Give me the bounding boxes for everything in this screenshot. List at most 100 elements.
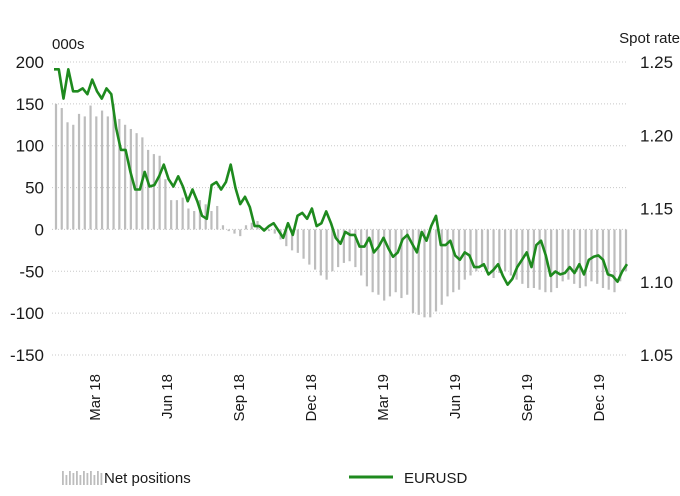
net-position-bar bbox=[319, 229, 322, 276]
legend-net-positions-label: Net positions bbox=[104, 470, 191, 487]
net-position-bar bbox=[492, 229, 495, 278]
net-position-bar bbox=[164, 179, 167, 230]
net-position-bar bbox=[452, 229, 455, 293]
net-position-bar bbox=[469, 229, 472, 276]
legend-swatch-bar bbox=[83, 471, 85, 485]
right-axis-ticks: 1.25 1.20 1.15 1.10 1.05 bbox=[640, 53, 673, 365]
legend-swatch-bar bbox=[90, 471, 92, 485]
legend-swatch-bar bbox=[79, 475, 82, 485]
net-position-bar bbox=[360, 229, 363, 276]
x-tick-label: Jun 19 bbox=[447, 374, 464, 419]
net-position-bar bbox=[434, 229, 438, 312]
net-position-bar bbox=[118, 118, 121, 230]
net-position-bar bbox=[89, 105, 92, 230]
net-position-bar bbox=[175, 200, 179, 230]
net-position-bar bbox=[296, 229, 299, 253]
net-position-bar bbox=[181, 197, 184, 230]
net-position-bar bbox=[354, 229, 357, 268]
net-position-bar bbox=[129, 128, 132, 230]
eurusd-line-layer bbox=[54, 68, 629, 286]
left-tick-label: -50 bbox=[19, 262, 44, 281]
legend-swatch-bar bbox=[69, 471, 71, 485]
x-tick-label: Mar 19 bbox=[375, 374, 392, 421]
net-position-bar bbox=[503, 229, 507, 272]
left-axis-ticks: 200 150 100 50 0 -50 -100 -150 bbox=[10, 53, 44, 365]
legend-net-positions-swatch bbox=[62, 471, 103, 485]
right-tick-label: 1.05 bbox=[640, 346, 673, 365]
right-tick-label: 1.20 bbox=[640, 126, 673, 145]
net-position-bar bbox=[106, 116, 109, 230]
net-position-bar bbox=[480, 229, 484, 268]
net-position-bar bbox=[66, 122, 69, 230]
net-position-bar bbox=[538, 229, 541, 290]
net-position-bar bbox=[394, 229, 397, 293]
net-position-bar bbox=[227, 229, 230, 232]
net-position-bar bbox=[509, 229, 512, 276]
net-position-bar bbox=[95, 116, 98, 230]
net-position-bar bbox=[325, 229, 328, 280]
net-position-bar bbox=[60, 108, 63, 230]
legend-swatch-bar bbox=[93, 475, 96, 485]
net-position-bar bbox=[239, 229, 242, 237]
gridlines bbox=[52, 61, 628, 356]
right-tick-label: 1.25 bbox=[640, 53, 673, 72]
net-position-bar bbox=[77, 113, 81, 230]
legend-swatch-bar bbox=[76, 471, 78, 485]
net-position-bar bbox=[290, 229, 294, 251]
net-position-bar bbox=[152, 154, 155, 230]
net-position-bar bbox=[371, 229, 374, 293]
net-position-bar bbox=[567, 229, 570, 280]
net-position-bar bbox=[147, 149, 150, 230]
left-tick-label: 100 bbox=[16, 137, 44, 156]
legend-swatch-bar bbox=[65, 475, 68, 485]
left-tick-label: 50 bbox=[25, 179, 44, 198]
net-position-bar bbox=[400, 229, 403, 299]
net-position-bar bbox=[198, 200, 202, 230]
net-position-bar bbox=[158, 155, 161, 230]
legend-swatch-bar bbox=[97, 471, 99, 485]
net-position-bar bbox=[406, 229, 409, 295]
net-position-bar bbox=[573, 229, 576, 284]
legend: Net positions EURUSD bbox=[62, 470, 468, 487]
legend-swatch-bar bbox=[100, 473, 103, 485]
x-tick-label: Sep 18 bbox=[231, 374, 248, 422]
net-position-bar bbox=[446, 229, 449, 297]
legend-swatch-bar bbox=[72, 473, 75, 485]
left-tick-label: 0 bbox=[35, 220, 44, 239]
net-position-bar bbox=[83, 116, 86, 230]
net-position-bar bbox=[170, 200, 173, 230]
right-tick-label: 1.15 bbox=[640, 200, 673, 219]
net-position-bar bbox=[590, 229, 593, 282]
net-position-bar bbox=[187, 208, 190, 230]
net-position-bar bbox=[302, 229, 305, 259]
x-tick-label: Jun 18 bbox=[159, 374, 176, 419]
net-position-bar bbox=[244, 225, 248, 230]
net-position-bar bbox=[440, 229, 443, 305]
net-position-bar bbox=[475, 229, 478, 272]
net-position-bar bbox=[72, 124, 75, 230]
net-position-bar bbox=[377, 229, 380, 295]
x-tick-label: Dec 18 bbox=[303, 374, 320, 422]
net-position-bar bbox=[216, 205, 219, 230]
legend-swatch-bar bbox=[62, 471, 64, 485]
net-position-bar bbox=[221, 225, 225, 230]
left-tick-label: 150 bbox=[16, 95, 44, 114]
net-position-bar bbox=[365, 229, 369, 287]
x-tick-label: Dec 19 bbox=[591, 374, 608, 422]
net-position-bar bbox=[273, 229, 276, 234]
legend-swatch-bar bbox=[86, 473, 89, 485]
net-position-bar bbox=[348, 229, 351, 262]
net-position-bar bbox=[342, 229, 345, 263]
net-position-bar bbox=[112, 103, 115, 230]
net-position-bar bbox=[383, 229, 386, 301]
right-tick-label: 1.10 bbox=[640, 273, 673, 292]
left-tick-label: -100 bbox=[10, 304, 44, 323]
net-position-bar bbox=[486, 229, 489, 270]
net-position-bar bbox=[123, 124, 127, 230]
x-tick-label: Mar 18 bbox=[87, 374, 104, 421]
eurusd-line bbox=[54, 68, 629, 286]
right-axis-title: Spot rate bbox=[619, 30, 680, 47]
net-position-bar bbox=[210, 211, 213, 230]
